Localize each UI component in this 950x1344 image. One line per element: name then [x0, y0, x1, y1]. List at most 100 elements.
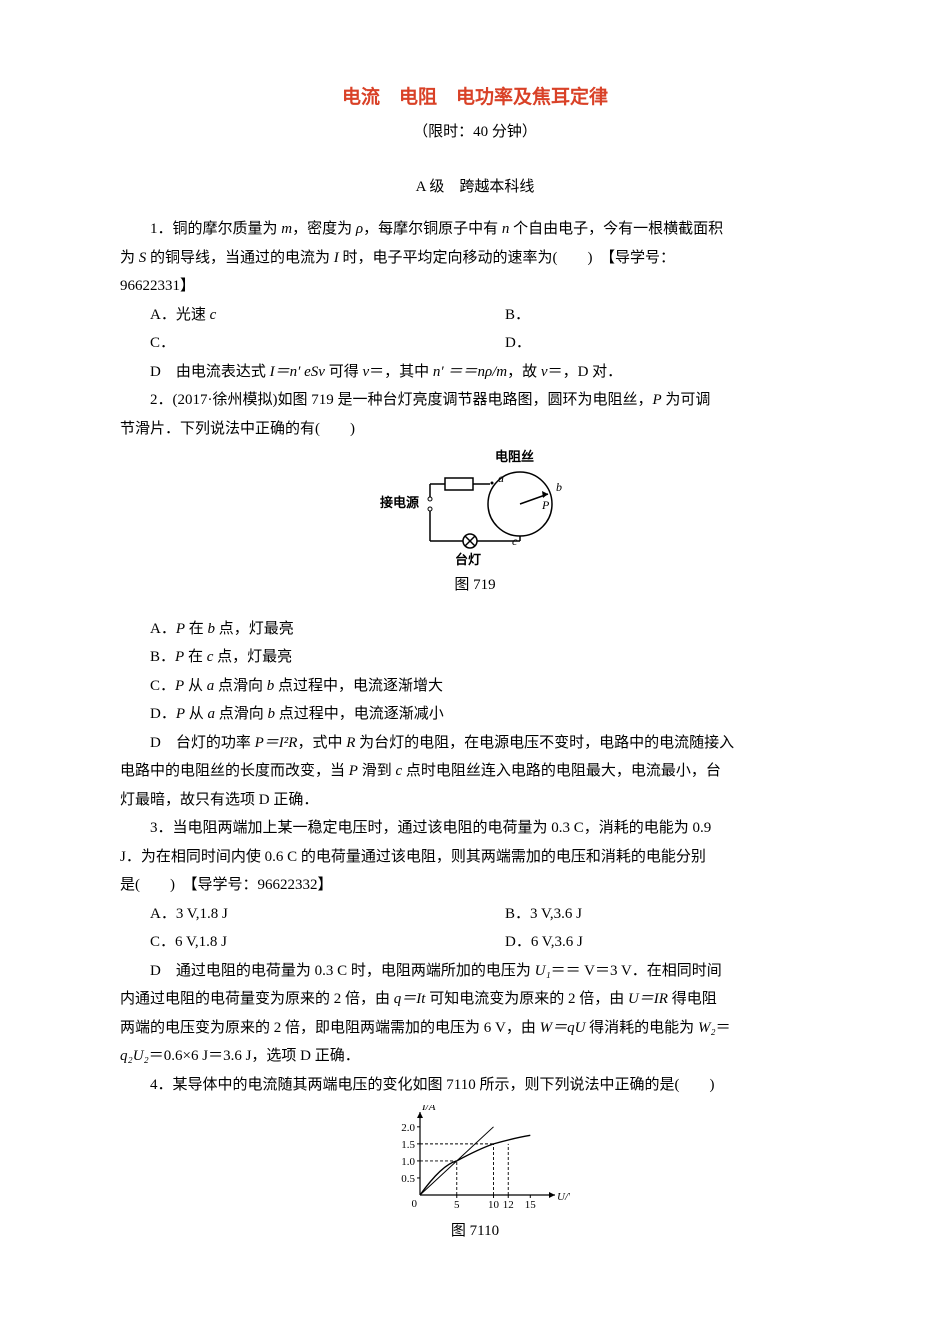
text: A．光速: [150, 307, 210, 323]
q1-row-ab: A．光速 c B．: [120, 301, 830, 330]
text: 为可调: [662, 392, 711, 408]
text: ＝＝ V＝3 V．在相同时间: [551, 963, 722, 979]
q3-optB: B．3 V,3.6 J: [475, 900, 830, 929]
svg-text:1.0: 1.0: [401, 1156, 415, 1168]
text: 点，灯最亮: [215, 621, 294, 637]
text: 台灯的功率: [161, 735, 255, 751]
text: ，每摩尔铜原子中有: [363, 221, 502, 237]
q3-row-cd: C．6 V,1.8 J D．6 V,3.6 J: [120, 928, 830, 957]
text: 可知电流变为原来的 2 倍，由: [425, 991, 628, 1007]
svg-text:U/V: U/V: [557, 1191, 570, 1203]
terminal: [428, 497, 432, 501]
eq: q＝It: [394, 991, 426, 1007]
var-R: R: [346, 735, 355, 751]
svg-text:0: 0: [412, 1198, 418, 1210]
q4-fig-caption: 图 7110: [120, 1217, 830, 1246]
node-a: [491, 482, 494, 485]
text: 滑到: [358, 763, 396, 779]
q1-answer: D 由电流表达式 I＝n′ eSv 可得 v＝，其中 n′ ＝＝nρ/m，故 v…: [120, 358, 830, 387]
q1-stem-line1: 1．铜的摩尔质量为 m，密度为 ρ，每摩尔铜原子中有 n 个自由电子，今有一根横…: [120, 215, 830, 244]
text: 2．(2017·徐州模拟)如图 719 是一种台灯亮度调节器电路图，圆环为电阻丝…: [150, 392, 653, 408]
section-a-label: A 级 跨越本科线: [120, 173, 830, 202]
q2-circuit-figure: 电阻丝 接电源 台灯 a b c P: [120, 449, 830, 569]
eq: W＝qU: [540, 1020, 586, 1036]
label-source: 接电源: [380, 495, 419, 510]
q3-answer-line1: D 通过电阻的电荷量为 0.3 C 时，电阻两端所加的电压为 U₁＝＝ V＝3 …: [120, 957, 830, 986]
page-title: 电流 电阻 电功率及焦耳定律: [120, 80, 830, 116]
svg-text:12: 12: [503, 1199, 514, 1211]
var-P: P: [175, 649, 184, 665]
text: ，式中: [297, 735, 346, 751]
q3-answer-line2: 内通过电阻的电荷量变为原来的 2 倍，由 q＝It 可知电流变为原来的 2 倍，…: [120, 985, 830, 1014]
eq: n′ ＝＝nρ/m: [433, 364, 507, 380]
q1-optB: B．: [475, 301, 830, 330]
ans-label: D: [150, 963, 161, 979]
var-v: v: [541, 364, 548, 380]
label-wire: 电阻丝: [495, 449, 534, 464]
label-b: b: [556, 480, 562, 494]
var-P: P: [653, 392, 662, 408]
time-limit: （限时：40 分钟）: [120, 118, 830, 147]
text: B．: [150, 649, 175, 665]
q3-row-ab: A．3 V,1.8 J B．3 V,3.6 J: [120, 900, 830, 929]
var-rho: ρ: [356, 221, 363, 237]
q2-answer-line1: D 台灯的功率 P＝I²R，式中 R 为台灯的电阻，在电源电压不变时，电路中的电…: [120, 729, 830, 758]
q2-answer-line2: 电路中的电阻丝的长度而改变，当 P 滑到 c 点时电阻丝连入电路的电阻最大，电流…: [120, 757, 830, 786]
eq: q₂U₂: [120, 1048, 149, 1064]
ans-label: D: [150, 735, 161, 751]
q3-stem-line3: 是( ) 【导学号：96622332】: [120, 871, 830, 900]
q2-optB: B．P 在 c 点，灯最亮: [120, 643, 830, 672]
text: 由电流表达式: [161, 364, 270, 380]
text: 点滑向: [215, 706, 268, 722]
svg-text:0.5: 0.5: [401, 1173, 415, 1185]
text: 点过程中，电流逐渐增大: [274, 678, 443, 694]
var-P: P: [176, 706, 185, 722]
text: A．: [150, 621, 176, 637]
q1-code: 96622331】: [120, 272, 830, 301]
eq: I＝n′ eSv: [270, 364, 325, 380]
resistor-box: [445, 478, 473, 490]
var-b: b: [208, 621, 216, 637]
q3-stem-line1: 3．当电阻两端加上某一稳定电压时，通过该电阻的电荷量为 0.3 C，消耗的电能为…: [120, 814, 830, 843]
var-b: b: [268, 706, 276, 722]
text: 从: [184, 678, 207, 694]
q2-optC: C．P 从 a 点滑向 b 点过程中，电流逐渐增大: [120, 672, 830, 701]
q3-optA: A．3 V,1.8 J: [120, 900, 475, 929]
text: 电路中的电阻丝的长度而改变，当: [120, 763, 349, 779]
var-m: m: [281, 221, 292, 237]
text: 点时电阻丝连入电路的电阻最大，电流最小，台: [402, 763, 721, 779]
svg-text:2.0: 2.0: [401, 1122, 415, 1134]
q2-answer-line3: 灯最暗，故只有选项 D 正确．: [120, 786, 830, 815]
var-P: P: [175, 678, 184, 694]
svg-text:I/A: I/A: [421, 1105, 436, 1113]
eq: P＝I²R: [255, 735, 298, 751]
iv-chart-svg: 0.51.01.52.005101215U/VI/A: [380, 1105, 570, 1215]
q2-optA: A．P 在 b 点，灯最亮: [120, 615, 830, 644]
ans-label: D: [150, 364, 161, 380]
text: 得电阻: [668, 991, 717, 1007]
text: 的铜导线，当通过的电流为: [146, 250, 334, 266]
q2-fig-caption: 图 719: [120, 571, 830, 600]
var-a: a: [208, 706, 216, 722]
var-P: P: [176, 621, 185, 637]
var-W2: W₂: [698, 1020, 716, 1036]
svg-text:1.5: 1.5: [401, 1139, 415, 1151]
q1-stem-line2: 为 S 的铜导线，当通过的电流为 I 时，电子平均定向移动的速率为( ) 【导学…: [120, 244, 830, 273]
q1-optA: A．光速 c: [120, 301, 475, 330]
terminal: [428, 507, 432, 511]
q1-row-cd: C． D．: [120, 329, 830, 358]
label-P: P: [541, 498, 550, 512]
q3-stem-line2: J．为在相同时间内使 0.6 C 的电荷量通过该电阻，则其两端需加的电压和消耗的…: [120, 843, 830, 872]
text: 两端的电压变为原来的 2 倍，即电阻两端需加的电压为 6 V，由: [120, 1020, 540, 1036]
q3-answer-line4: q₂U₂＝0.6×6 J＝3.6 J，选项 D 正确．: [120, 1042, 830, 1071]
text: 可得: [325, 364, 363, 380]
text: ＝: [716, 1020, 731, 1036]
circuit-svg: 电阻丝 接电源 台灯 a b c P: [370, 449, 580, 569]
q2-stem-line1: 2．(2017·徐州模拟)如图 719 是一种台灯亮度调节器电路图，圆环为电阻丝…: [120, 386, 830, 415]
q4-chart-figure: 0.51.01.52.005101215U/VI/A: [120, 1105, 830, 1215]
q4-stem: 4．某导体中的电流随其两端电压的变化如图 7110 所示，则下列说法中正确的是(…: [120, 1071, 830, 1100]
q3-optC: C．6 V,1.8 J: [120, 928, 475, 957]
svg-text:15: 15: [525, 1199, 537, 1211]
text: 1．铜的摩尔质量为: [150, 221, 281, 237]
var-c: c: [210, 307, 217, 323]
